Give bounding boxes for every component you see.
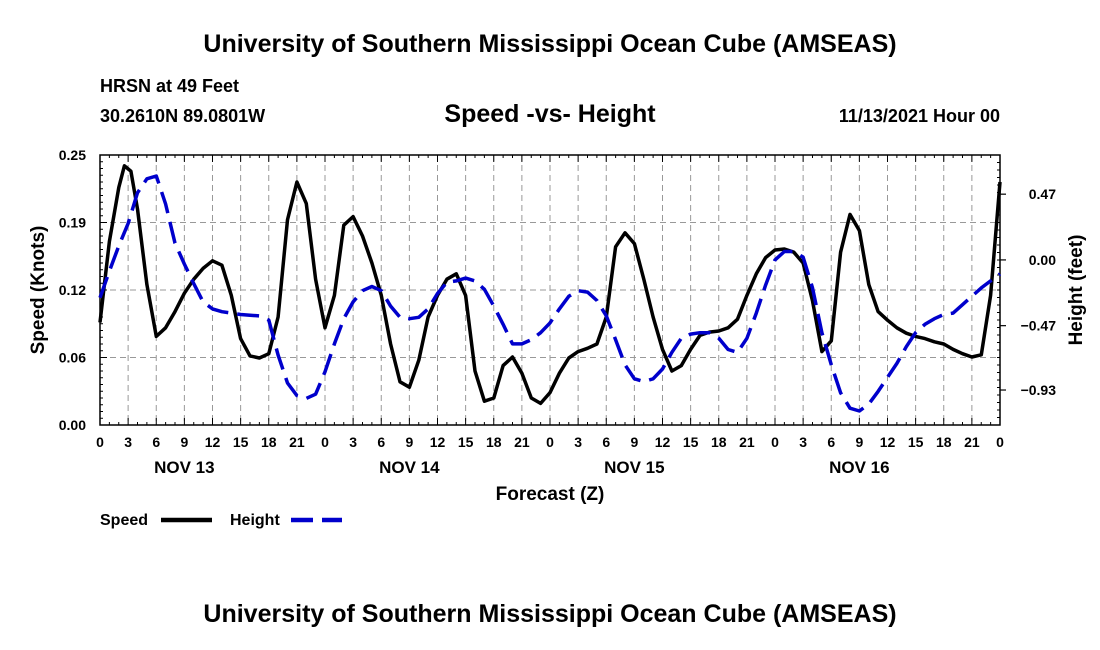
- x-tick-label: 0: [96, 434, 104, 450]
- x-tick-label: 15: [233, 434, 249, 450]
- x-tick-label: 3: [349, 434, 357, 450]
- footer-title: University of Southern Mississippi Ocean…: [203, 600, 897, 628]
- x-tick-label: 0: [996, 434, 1004, 450]
- y2-tick-label: 0.47: [1029, 186, 1056, 202]
- x-tick-label: 18: [711, 434, 727, 450]
- x-tick-label: 3: [124, 434, 132, 450]
- x-axis-label: Forecast (Z): [496, 484, 605, 505]
- x-day-label: NOV 14: [379, 458, 440, 477]
- x-day-label: NOV 13: [154, 458, 214, 477]
- x-tick-label: 6: [827, 434, 835, 450]
- x-tick-label: 15: [458, 434, 474, 450]
- station-label: HRSN at 49 Feet: [100, 76, 240, 96]
- x-day-label: NOV 16: [829, 458, 889, 477]
- y-tick-label: 0.19: [59, 215, 86, 231]
- x-tick-label: 21: [739, 434, 755, 450]
- x-tick-label: 3: [799, 434, 807, 450]
- x-tick-label: 0: [771, 434, 779, 450]
- forecast-datetime: 11/13/2021 Hour 00: [838, 106, 1000, 126]
- y2-tick-label: −0.93: [1021, 382, 1057, 398]
- x-day-label: NOV 15: [604, 458, 664, 477]
- series-line-speed: [98, 164, 1002, 406]
- x-tick-label: 18: [486, 434, 502, 450]
- y-tick-label: 0.00: [59, 417, 86, 433]
- y-tick-label: 0.12: [59, 282, 86, 298]
- x-tick-label: 12: [880, 434, 896, 450]
- legend-label-height: Height: [230, 512, 280, 529]
- x-tick-label: 15: [683, 434, 699, 450]
- chart-subtitle: Speed -vs- Height: [444, 100, 656, 128]
- x-tick-label: 12: [205, 434, 221, 450]
- y-tick-label: 0.25: [59, 147, 86, 163]
- series-line-height: [98, 174, 1002, 413]
- x-tick-label: 6: [377, 434, 385, 450]
- legend-label-speed: Speed: [100, 512, 148, 529]
- x-tick-label: 9: [405, 434, 413, 450]
- y-tick-label: 0.06: [59, 350, 86, 366]
- y2-axis-label: Height (feet): [1066, 235, 1087, 346]
- y-axis-label: Speed (Knots): [28, 226, 49, 355]
- x-tick-label: 12: [430, 434, 446, 450]
- y2-tick-label: 0.00: [1029, 252, 1056, 268]
- x-tick-label: 9: [630, 434, 638, 450]
- x-tick-label: 9: [180, 434, 188, 450]
- y2-tick-label: −0.47: [1021, 318, 1057, 334]
- x-tick-label: 12: [655, 434, 671, 450]
- x-tick-label: 0: [321, 434, 329, 450]
- x-tick-label: 21: [289, 434, 305, 450]
- x-tick-label: 21: [964, 434, 980, 450]
- page-title: University of Southern Mississippi Ocean…: [203, 30, 897, 58]
- x-tick-label: 3: [574, 434, 582, 450]
- x-tick-label: 0: [546, 434, 554, 450]
- x-tick-label: 9: [855, 434, 863, 450]
- coordinates-label: 30.2610N 89.0801W: [100, 106, 266, 126]
- x-tick-label: 15: [908, 434, 924, 450]
- x-tick-label: 18: [261, 434, 277, 450]
- x-tick-label: 18: [936, 434, 952, 450]
- x-tick-label: 6: [602, 434, 610, 450]
- x-tick-label: 6: [152, 434, 160, 450]
- x-tick-label: 21: [514, 434, 530, 450]
